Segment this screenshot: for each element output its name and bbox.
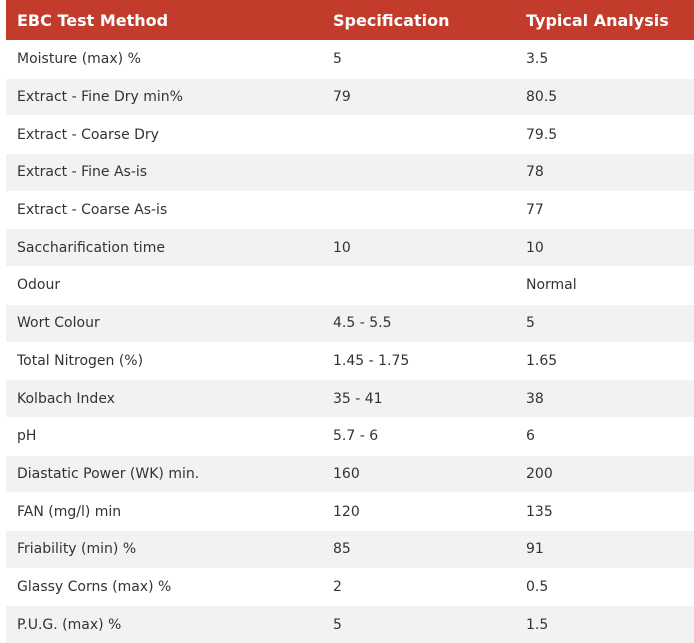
- table-cell: 10: [322, 229, 515, 267]
- table-cell: 1.45 - 1.75: [322, 342, 515, 380]
- table-cell: 6: [515, 417, 694, 455]
- empty-cell: [322, 191, 515, 229]
- header-cell: Specification: [322, 0, 515, 41]
- table-cell: Odour: [6, 267, 322, 305]
- table-cell: 79: [322, 78, 515, 116]
- table-cell: 1.5: [515, 606, 694, 643]
- table-cell: Extract - Coarse As-is: [6, 191, 322, 229]
- table-cell: 5: [515, 304, 694, 342]
- table-row: Extract - Coarse As-is 77: [6, 191, 694, 229]
- table-cell: 4.5 - 5.5: [322, 304, 515, 342]
- table-cell: 38: [515, 380, 694, 418]
- table-cell: 0.5: [515, 568, 694, 606]
- table-cell: 2: [322, 568, 515, 606]
- table-cell: 10: [515, 229, 694, 267]
- table-cell: Glassy Corns (max) %: [6, 568, 322, 606]
- table-cell: 135: [515, 493, 694, 531]
- table-row: Odour Normal: [6, 267, 694, 305]
- table-cell: Extract - Fine As-is: [6, 154, 322, 192]
- empty-cell: [322, 267, 515, 305]
- table-cell: Friability (min) %: [6, 530, 322, 568]
- table-cell: 80.5: [515, 78, 694, 116]
- table-cell: 5: [322, 606, 515, 643]
- table-cell: 5.7 - 6: [322, 417, 515, 455]
- table-cell: 77: [515, 191, 694, 229]
- table-cell: FAN (mg/l) min: [6, 493, 322, 531]
- table-cell: pH: [6, 417, 322, 455]
- table-cell: 160: [322, 455, 515, 493]
- table-cell: Extract - Fine Dry min%: [6, 78, 322, 116]
- header-cell: EBC Test Method: [6, 0, 322, 41]
- empty-cell: [322, 116, 515, 154]
- table-cell: Saccharification time: [6, 229, 322, 267]
- table-cell: 91: [515, 530, 694, 568]
- empty-cell: [322, 154, 515, 192]
- table-cell: 78: [515, 154, 694, 192]
- table-row: Extract - Coarse Dry 79.5: [6, 116, 694, 154]
- table-cell: Kolbach Index: [6, 380, 322, 418]
- table-cell: 200: [515, 455, 694, 493]
- table-cell: 79.5: [515, 116, 694, 154]
- table-cell: 5: [322, 41, 515, 79]
- table-cell: Normal: [515, 267, 694, 305]
- table-cell: Diastatic Power (WK) min.: [6, 455, 322, 493]
- table-cell: 1.65: [515, 342, 694, 380]
- table-cell: Wort Colour: [6, 304, 322, 342]
- table-cell: 3.5: [515, 41, 694, 79]
- table-cell: P.U.G. (max) %: [6, 606, 322, 643]
- header-cell: Typical Analysis: [515, 0, 694, 41]
- table-cell: Extract - Coarse Dry: [6, 116, 322, 154]
- table-cell: 35 - 41: [322, 380, 515, 418]
- table-cell: Moisture (max) %: [6, 41, 322, 79]
- table-cell: 120: [322, 493, 515, 531]
- table-row: Extract - Fine As-is 78: [6, 154, 694, 192]
- table-cell: Total Nitrogen (%): [6, 342, 322, 380]
- table-cell: 85: [322, 530, 515, 568]
